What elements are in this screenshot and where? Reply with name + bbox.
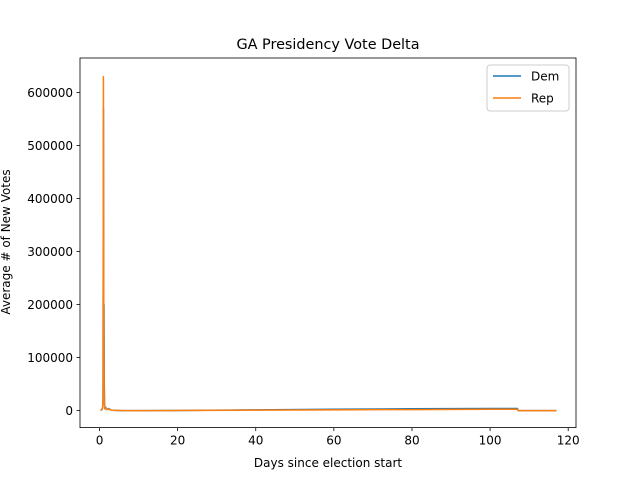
y-tick-label: 0: [65, 404, 73, 418]
x-axis: 0 20 40 60 80 100 120: [96, 427, 580, 448]
x-tick-label: 60: [326, 434, 341, 448]
legend-label-rep: Rep: [531, 92, 554, 106]
x-tick-label: 20: [170, 434, 185, 448]
y-tick-label: 600000: [27, 86, 73, 100]
y-axis-label: Average # of New Votes: [0, 169, 13, 314]
chart-title: GA Presidency Vote Delta: [236, 37, 419, 53]
x-axis-label: Days since election start: [254, 456, 402, 470]
x-tick-label: 0: [96, 434, 104, 448]
y-tick-label: 300000: [27, 245, 73, 259]
y-axis: 0 100000 200000 300000 400000 500000 600000: [27, 86, 80, 418]
x-tick-label: 100: [479, 434, 502, 448]
y-tick-label: 100000: [27, 351, 73, 365]
y-tick-label: 200000: [27, 298, 73, 312]
legend-label-dem: Dem: [531, 70, 559, 84]
series-line-rep: [100, 75, 557, 412]
x-tick-label: 40: [248, 434, 263, 448]
plot-lines: [100, 75, 557, 412]
x-tick-label: 80: [404, 434, 419, 448]
y-tick-label: 400000: [27, 192, 73, 206]
legend: Dem Rep: [486, 64, 570, 112]
x-tick-label: 120: [557, 434, 580, 448]
plot-frame: [79, 57, 577, 429]
y-tick-label: 500000: [27, 139, 73, 153]
